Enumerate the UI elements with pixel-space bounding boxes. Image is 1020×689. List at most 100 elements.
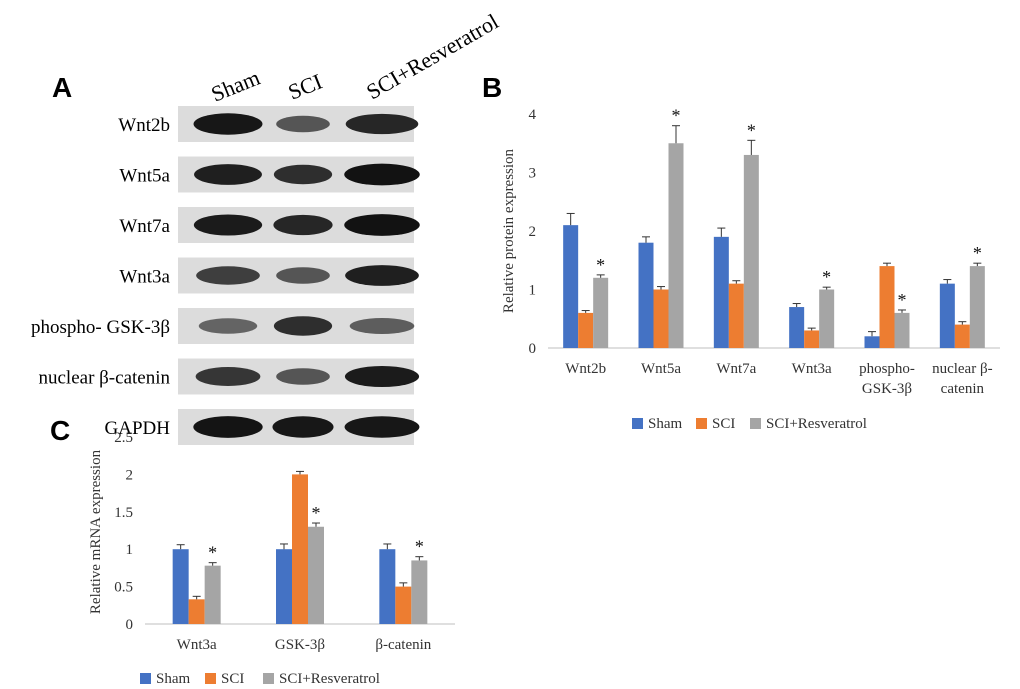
bar — [804, 330, 820, 348]
y-tick-label: 4 — [529, 107, 537, 123]
category-label: Wnt7a — [716, 361, 756, 377]
bar — [713, 236, 729, 348]
panel-label-a: A — [52, 72, 72, 103]
blot-row-label: Wnt5a — [119, 166, 170, 187]
blot-band — [194, 164, 262, 185]
blot-band — [349, 318, 415, 334]
bar — [743, 154, 759, 348]
bar — [395, 586, 412, 624]
blot-band — [344, 214, 420, 236]
chart-c-ylabel: Relative mRNA expression — [88, 449, 104, 614]
blot-row-label: Wnt3a — [119, 267, 170, 288]
bar — [638, 242, 654, 348]
blot-row-label: Wnt2b — [118, 115, 170, 136]
bar — [954, 324, 970, 348]
legend-label: SCI — [712, 416, 735, 432]
significance-star: * — [898, 290, 907, 310]
bar — [411, 560, 428, 624]
bar — [276, 549, 292, 624]
bar — [172, 549, 189, 624]
blot-band — [272, 416, 334, 438]
legend-swatch — [205, 673, 216, 684]
bar — [969, 266, 985, 348]
blot-band — [273, 214, 333, 236]
significance-star: * — [822, 267, 831, 287]
blot-band — [276, 368, 330, 385]
y-tick-label: 2 — [126, 467, 134, 483]
bar — [789, 307, 805, 348]
legend-swatch — [750, 418, 761, 429]
blot-band — [344, 163, 420, 186]
blot-band — [273, 164, 333, 185]
legend-label: Sham — [648, 416, 683, 432]
blot-band — [195, 367, 261, 386]
bar — [653, 289, 669, 348]
blot-band — [193, 113, 263, 135]
y-tick-label: 1 — [529, 283, 537, 299]
blot-band — [198, 318, 258, 334]
y-tick-label: 2 — [529, 224, 537, 240]
bar — [728, 283, 744, 348]
significance-star: * — [312, 503, 321, 523]
category-label: GSK-3β — [275, 637, 325, 653]
significance-star: * — [415, 537, 424, 557]
blot-row-label: nuclear β-catenin — [38, 368, 170, 389]
category-label: phospho- — [859, 361, 915, 377]
category-label: catenin — [941, 381, 985, 397]
bar — [894, 312, 910, 348]
bar — [379, 549, 396, 624]
blot-row-label: phospho- GSK-3β — [31, 317, 170, 338]
bar — [668, 143, 684, 348]
category-label: β-catenin — [375, 637, 431, 653]
blot-row-label: GAPDH — [105, 418, 171, 439]
lane-label-sham: Sham — [208, 65, 264, 107]
bar — [879, 266, 895, 348]
category-label: Wnt3a — [792, 361, 832, 377]
significance-star: * — [208, 543, 217, 563]
legend-label: SCI — [221, 671, 244, 687]
bar — [308, 526, 324, 624]
y-tick-label: 1.5 — [114, 505, 133, 521]
legend-label: SCI+Resveratrol — [279, 671, 380, 687]
legend-swatch — [696, 418, 707, 429]
bar — [578, 312, 594, 348]
y-tick-label: 1 — [126, 542, 134, 558]
chart-b-ylabel: Relative protein expression — [501, 148, 517, 313]
significance-star: * — [747, 120, 756, 140]
blot-band — [276, 267, 330, 284]
y-tick-label: 0 — [126, 617, 134, 633]
bar — [939, 283, 955, 348]
significance-star: * — [973, 243, 982, 263]
y-tick-label: 0 — [529, 341, 537, 357]
blot-band — [273, 316, 333, 336]
bar — [188, 599, 205, 624]
blot-band — [193, 214, 263, 236]
blot-band — [345, 113, 419, 135]
panel-label-c: C — [50, 415, 70, 446]
legend-swatch — [263, 673, 274, 684]
y-tick-label: 0.5 — [114, 580, 133, 596]
western-blot: Wnt2b Wnt5a Wnt7a Wnt3a phospho- GSK-3β nucle… — [31, 106, 420, 445]
significance-star: * — [596, 255, 605, 275]
bar — [563, 225, 579, 348]
chart-b-protein: Relative protein expression 0 1 2 3 4 * Wnt2b *… — [501, 106, 1000, 432]
bar — [819, 289, 835, 348]
bar — [593, 277, 609, 348]
significance-star: * — [672, 106, 681, 126]
lane-label-sci: SCI — [285, 69, 326, 105]
y-tick-label: 3 — [529, 166, 537, 182]
blot-band — [344, 416, 420, 438]
legend-label: Sham — [156, 671, 191, 687]
legend-label: SCI+Resveratrol — [766, 416, 867, 432]
blot-band — [193, 416, 263, 438]
category-label: nuclear β- — [932, 361, 993, 377]
category-label: Wnt5a — [641, 361, 681, 377]
bar — [864, 336, 880, 348]
blot-band — [344, 365, 420, 388]
blot-band — [345, 265, 419, 286]
legend-swatch — [140, 673, 151, 684]
category-label: Wnt3a — [177, 637, 217, 653]
blot-band — [276, 115, 330, 133]
chart-c-mrna: Relative mRNA expression 0 0.5 1 1.5 2 2.5 * Wn… — [88, 430, 455, 687]
